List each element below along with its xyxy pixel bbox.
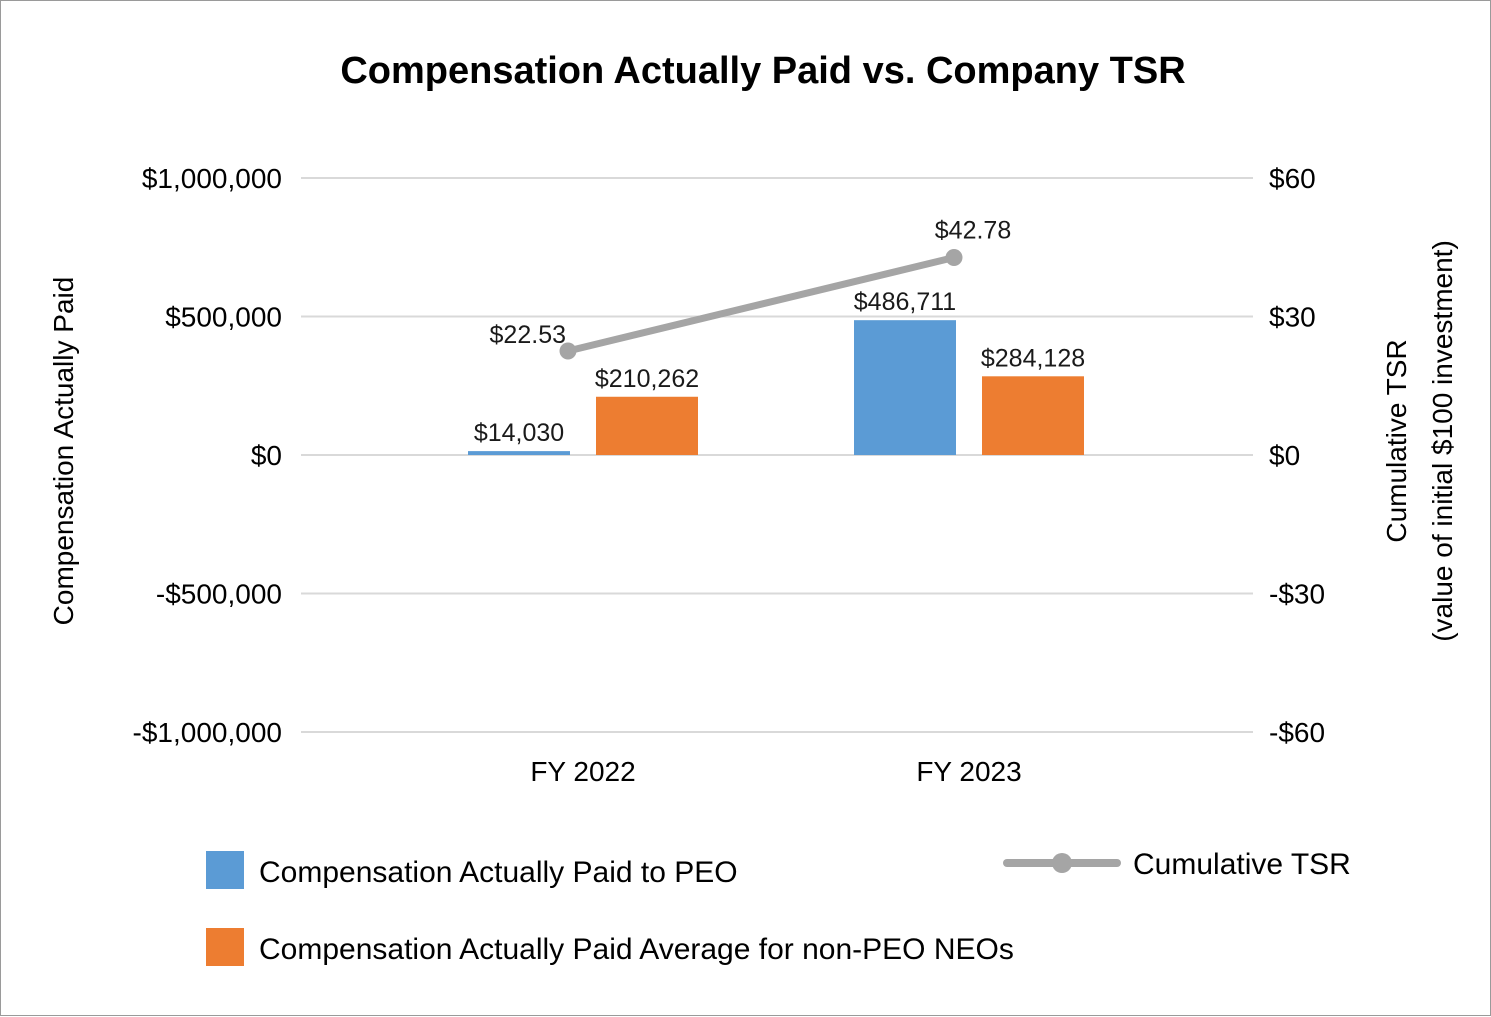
left-tick-label: $0 xyxy=(251,440,282,471)
left-tick-label: $1,000,000 xyxy=(142,163,282,194)
right-tick-label: -$60 xyxy=(1269,717,1325,748)
legend: Compensation Actually Paid to PEO Compen… xyxy=(206,848,1351,966)
category-labels: FY 2022 FY 2023 xyxy=(530,756,1021,787)
right-tick-label: $60 xyxy=(1269,163,1316,194)
right-tick-label: $30 xyxy=(1269,302,1316,333)
tsr-point-1 xyxy=(945,248,963,266)
left-tick-label: -$500,000 xyxy=(156,579,282,610)
legend-label-non-peo: Compensation Actually Paid Average for n… xyxy=(259,933,1014,966)
bar-data-label: $486,711 xyxy=(854,288,956,316)
tsr-data-label: $42.78 xyxy=(935,216,1011,244)
legend-label-tsr: Cumulative TSR xyxy=(1133,848,1351,881)
legend-swatch-non-peo xyxy=(206,928,244,966)
bar-peo-1 xyxy=(854,320,956,455)
legend-marker-tsr xyxy=(1052,853,1072,873)
bar-non-peo-0 xyxy=(596,396,698,455)
tsr-data-label: $22.53 xyxy=(490,321,566,349)
left-tick-label: $500,000 xyxy=(165,302,282,333)
bar-data-label: $284,128 xyxy=(981,344,1085,372)
right-axis-title-line2: (value of initial $100 investment) xyxy=(1427,240,1458,642)
legend-swatch-peo xyxy=(206,851,244,889)
right-axis-ticks: $60 $30 $0 -$30 -$60 xyxy=(1269,163,1325,748)
bar-series: $14,030 $486,711 $210,262 $284,128 xyxy=(468,288,1085,455)
tsr-point-0 xyxy=(559,342,577,360)
legend-label-peo: Compensation Actually Paid to PEO xyxy=(259,856,738,889)
chart-title: Compensation Actually Paid vs. Company T… xyxy=(340,50,1185,92)
tsr-line-series: $22.53 $42.78 xyxy=(490,216,1011,360)
right-tick-label: -$30 xyxy=(1269,579,1325,610)
gridlines xyxy=(301,177,1253,733)
left-tick-label: -$1,000,000 xyxy=(133,717,282,748)
right-axis-title-line1: Cumulative TSR xyxy=(1381,339,1412,542)
bar-data-label: $14,030 xyxy=(474,419,564,447)
left-axis-ticks: $1,000,000 $500,000 $0 -$500,000 -$1,000,000 xyxy=(133,163,282,748)
left-axis-title: Compensation Actually Paid xyxy=(48,277,79,626)
tsr-line xyxy=(564,253,958,355)
bar-peo-0 xyxy=(468,451,570,455)
category-label: FY 2023 xyxy=(916,756,1021,787)
bar-data-label: $210,262 xyxy=(595,365,699,393)
category-label: FY 2022 xyxy=(530,756,635,787)
bar-non-peo-1 xyxy=(982,376,1084,455)
right-tick-label: $0 xyxy=(1269,440,1300,471)
